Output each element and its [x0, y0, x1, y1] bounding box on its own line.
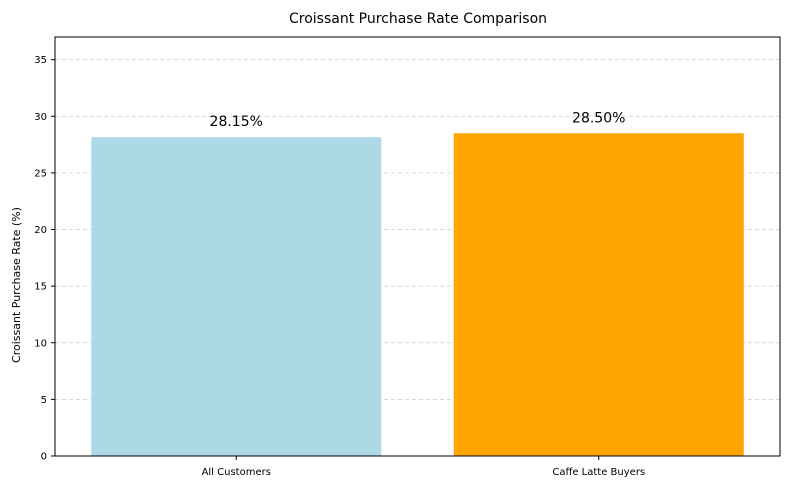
chart-title: Croissant Purchase Rate Comparison	[289, 11, 547, 27]
y-tick-label: 25	[34, 168, 47, 179]
y-tick-label: 10	[34, 338, 47, 349]
bar	[91, 137, 382, 456]
plot-frame	[54, 36, 781, 457]
bar-data-label: 28.50%	[572, 110, 625, 126]
y-tick-label: 35	[34, 55, 47, 66]
data-labels: 28.15% 28.50%	[210, 110, 626, 130]
y-tick-label: 30	[34, 112, 47, 123]
y-tick-label: 0	[41, 452, 47, 463]
x-tick-label: Caffe Latte Buyers	[552, 467, 645, 478]
x-tick-label: All Customers	[202, 467, 271, 478]
y-tick-label: 20	[34, 225, 47, 236]
x-axis-ticks: All Customers Caffe Latte Buyers	[202, 456, 645, 478]
bar	[453, 133, 744, 456]
y-tick-label: 15	[34, 282, 47, 293]
bar-data-label: 28.15%	[210, 114, 263, 130]
y-tick-label: 5	[41, 395, 47, 406]
y-axis-label: Croissant Purchase Rate (%)	[10, 207, 23, 363]
y-axis-ticks: 0 5 10 15 20 25 30 35	[34, 55, 55, 463]
bars	[91, 133, 744, 456]
